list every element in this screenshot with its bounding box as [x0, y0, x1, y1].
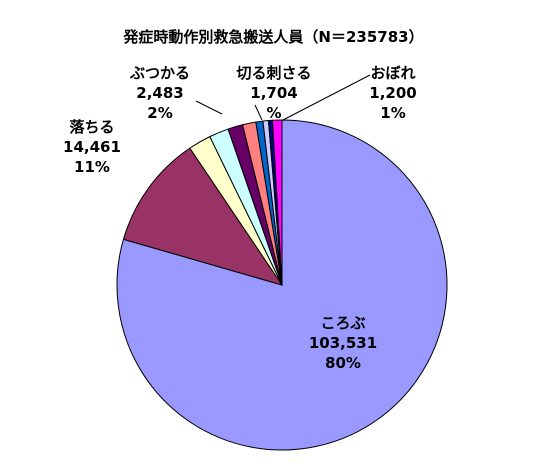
slices-layer — [116, 119, 448, 451]
pie-slice-9 — [271, 119, 283, 286]
slice-label-1: 落ちる 14,461 11% — [63, 118, 121, 176]
leader-line-3 — [195, 100, 223, 115]
chart-title: 発症時動作別救急搬送人員（N＝235783） — [123, 28, 424, 46]
leader-line-5 — [254, 104, 263, 121]
slice-label-9: おぼれ 1,200 1% — [369, 64, 416, 122]
leader-line-9 — [282, 74, 371, 121]
slice-label-3: ぶつかる 2,483 2% — [129, 64, 190, 122]
slice-label-5: 切る刺さる 1,704% — [236, 64, 311, 122]
slice-label-0: ころぶ 103,531 80% — [309, 314, 377, 372]
pie-slice-1 — [122, 147, 284, 286]
labels-layer: ころぶ 103,531 80% 落ちる 14,461 11%ぶつかる 2,483 2% 切る刺さ… — [63, 64, 417, 372]
leader-lines — [195, 74, 371, 121]
